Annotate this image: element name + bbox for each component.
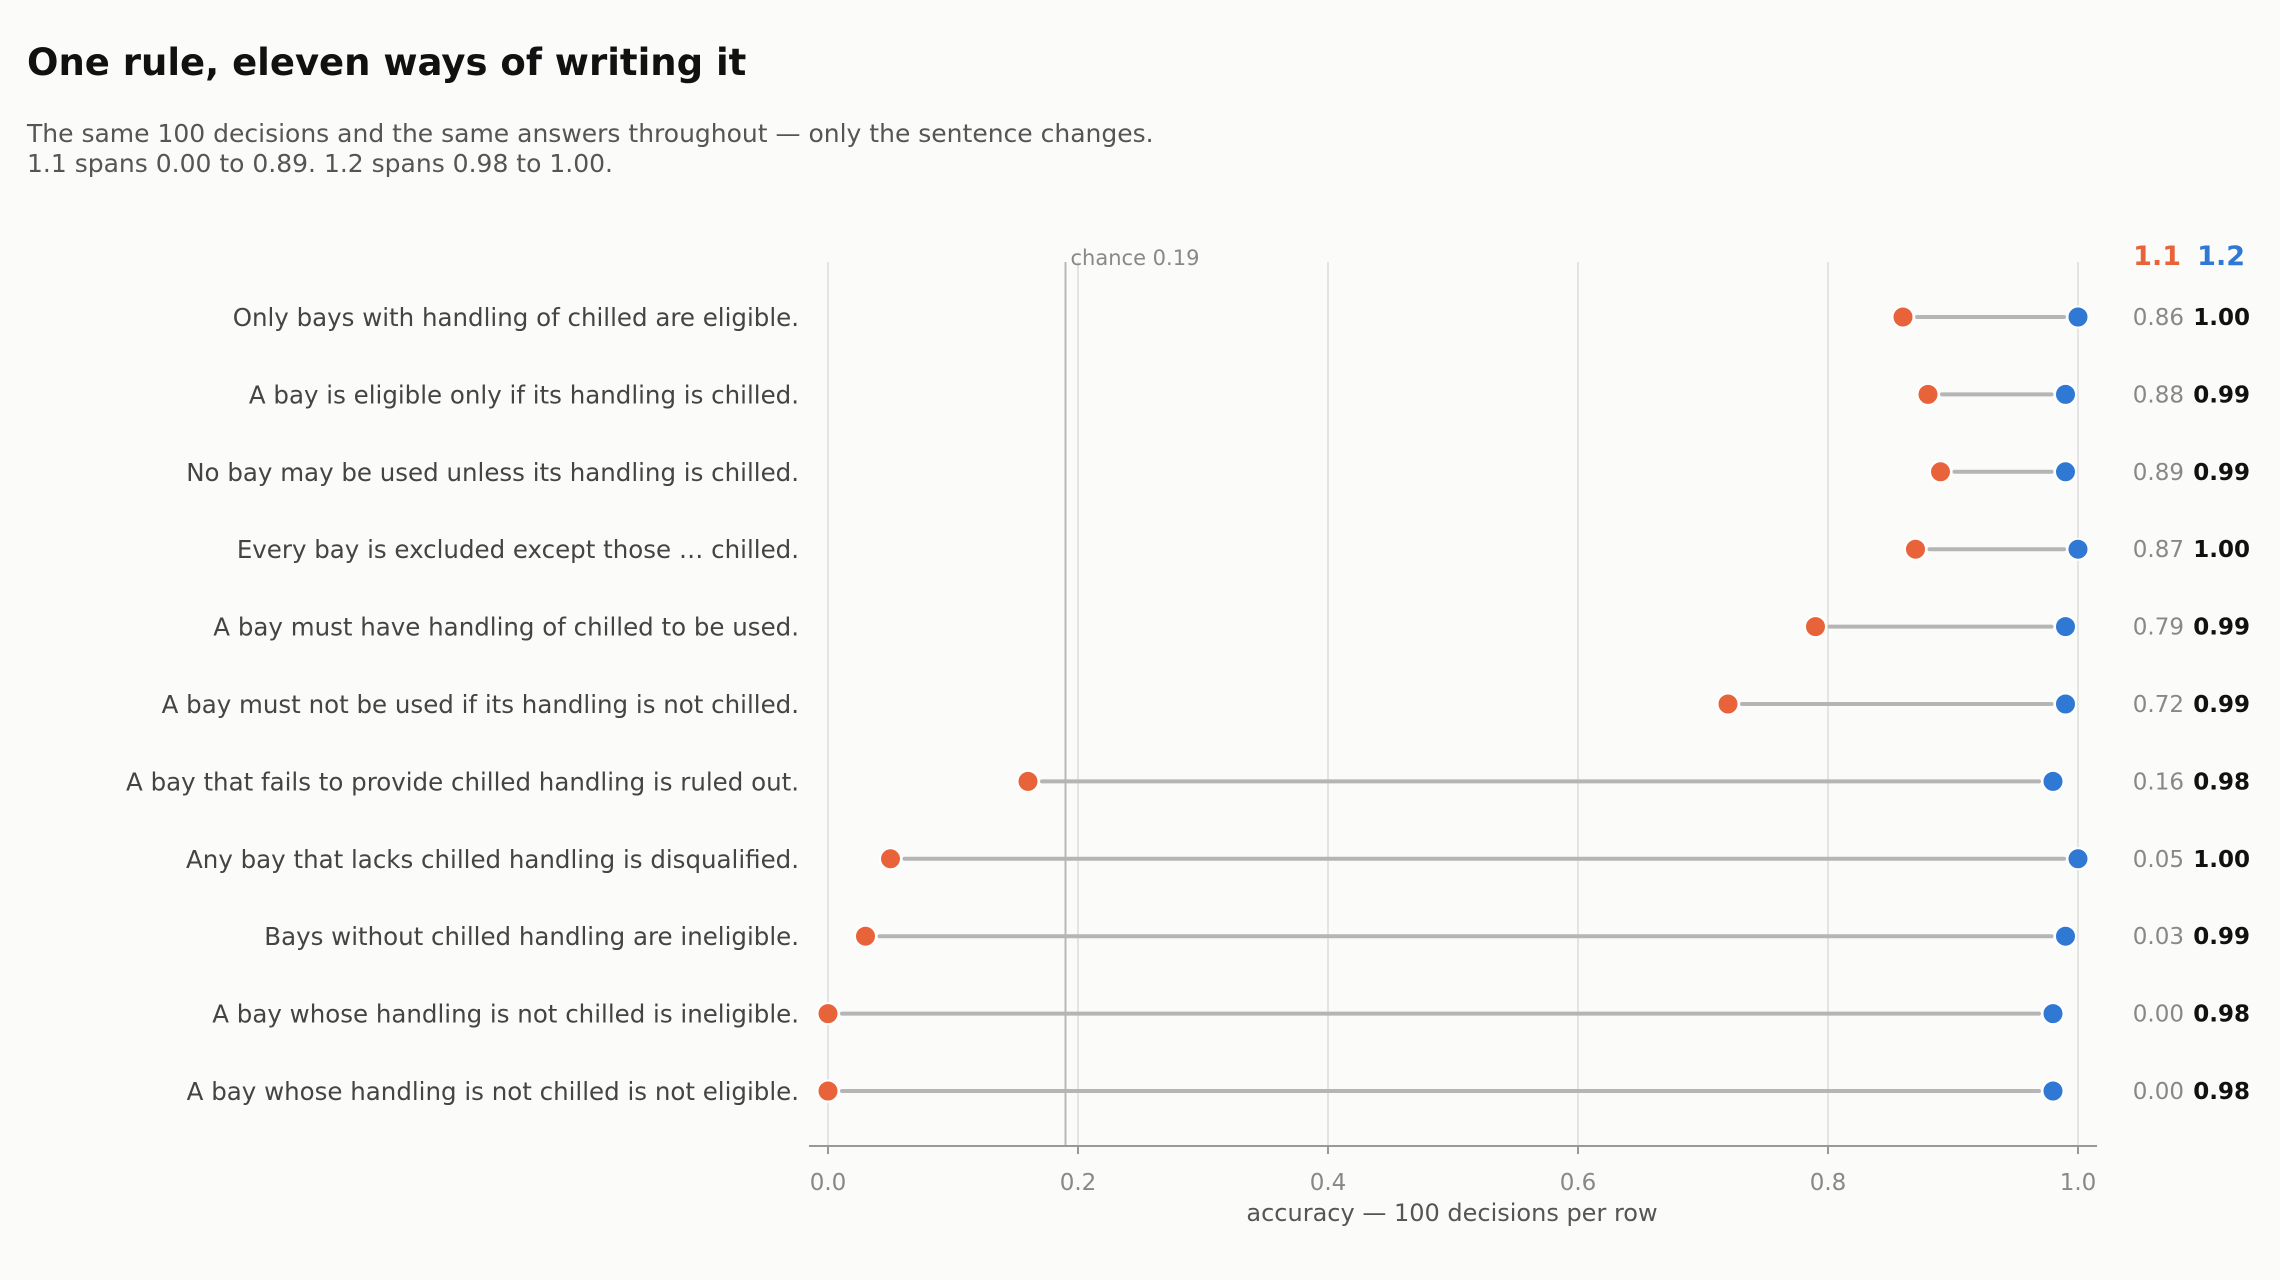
row-5: A bay must have handling of chilled to b…: [213, 613, 2250, 642]
value-label-1-2: 0.99: [2193, 382, 2250, 408]
chance-label: chance 0.19: [1071, 246, 1200, 270]
dot-1-1: [816, 1002, 840, 1026]
value-label-1-1: 0.88: [2133, 382, 2184, 408]
legend-series-1-2: 1.2: [2197, 241, 2245, 272]
dot-1-2: [2041, 1002, 2065, 1026]
dot-1-2: [2054, 460, 2077, 484]
dot-1-1: [1716, 692, 1740, 716]
value-label-1-2: 1.00: [2193, 537, 2250, 563]
row-label: A bay must not be used if its handling i…: [162, 690, 799, 719]
value-label-1-2: 0.98: [2193, 1002, 2250, 1028]
reference-layer: chance 0.19: [1064, 246, 1200, 1146]
row-2: A bay is eligible only if its handling i…: [249, 380, 2250, 409]
dot-1-1: [816, 1079, 840, 1103]
value-label-1-1: 0.00: [2133, 1002, 2184, 1028]
row-9: Bays without chilled handling are inelig…: [264, 922, 2250, 951]
row-label: Bays without chilled handling are inelig…: [264, 922, 799, 951]
dot-1-2: [2066, 537, 2090, 561]
x-tick-label: 0.2: [1060, 1170, 1097, 1196]
dot-1-2: [2054, 692, 2077, 716]
dot-1-1: [1891, 305, 1915, 329]
chart-subtitle-line-1: The same 100 decisions and the same answ…: [26, 119, 1154, 148]
dot-1-1: [1804, 615, 1827, 639]
dot-1-1: [1904, 537, 1927, 561]
dot-1-1: [1929, 460, 1952, 484]
row-8: Any bay that lacks chilled handling is d…: [186, 845, 2250, 874]
row-label: No bay may be used unless its handling i…: [186, 458, 799, 487]
x-axis-label: accuracy — 100 decisions per row: [1246, 1199, 1657, 1227]
row-4: Every bay is excluded except those … chi…: [237, 535, 2250, 564]
x-axis: 0.0 0.2 0.4 0.6 0.8 1.0: [809, 1145, 2097, 1196]
row-10: A bay whose handling is not chilled is i…: [212, 1000, 2250, 1029]
chart-subtitle-line-2: 1.1 spans 0.00 to 0.89. 1.2 spans 0.98 t…: [27, 149, 613, 178]
value-label-1-2: 0.99: [2193, 692, 2250, 718]
value-label-1-2: 0.99: [2193, 615, 2250, 641]
chart-title: One rule, eleven ways of writing it: [27, 41, 746, 84]
x-tick-label: 0.0: [810, 1170, 847, 1196]
dot-1-2: [2054, 924, 2077, 948]
x-tick-label: 1.0: [2060, 1170, 2097, 1196]
dot-1-2: [2066, 847, 2090, 871]
x-tick-label: 0.4: [1310, 1170, 1347, 1196]
row-11: A bay whose handling is not chilled is n…: [187, 1077, 2250, 1106]
row-label: A bay that fails to provide chilled hand…: [126, 767, 799, 796]
value-label-1-1: 0.72: [2133, 692, 2184, 718]
row-6: A bay must not be used if its handling i…: [162, 690, 2250, 719]
row-label: A bay must have handling of chilled to b…: [213, 613, 799, 642]
dot-1-1: [854, 924, 877, 948]
row-3: No bay may be used unless its handling i…: [186, 458, 2250, 487]
value-label-1-1: 0.87: [2133, 537, 2184, 563]
row-label: Any bay that lacks chilled handling is d…: [186, 845, 799, 874]
value-label-1-1: 0.16: [2133, 769, 2184, 795]
row-label: A bay whose handling is not chilled is i…: [212, 1000, 799, 1029]
value-label-1-2: 0.98: [2193, 1079, 2250, 1105]
row-1: Only bays with handling of chilled are e…: [233, 303, 2250, 332]
dot-1-2: [2054, 382, 2077, 406]
x-tick-label: 0.6: [1560, 1170, 1597, 1196]
value-label-1-1: 0.05: [2133, 847, 2184, 873]
value-label-1-2: 0.98: [2193, 769, 2250, 795]
value-label-1-1: 0.89: [2133, 460, 2184, 486]
value-label-1-2: 0.99: [2193, 924, 2250, 950]
value-label-1-1: 0.79: [2133, 615, 2184, 641]
row-label: Every bay is excluded except those … chi…: [237, 535, 799, 564]
dot-1-1: [1016, 769, 1040, 793]
rows-layer: Only bays with handling of chilled are e…: [126, 303, 2250, 1106]
value-label-1-1: 0.86: [2133, 305, 2184, 331]
dot-1-2: [2041, 769, 2065, 793]
x-tick-label: 0.8: [1810, 1170, 1847, 1196]
row-label: Only bays with handling of chilled are e…: [233, 303, 799, 332]
row-label: A bay whose handling is not chilled is n…: [187, 1077, 799, 1106]
dot-1-1: [879, 847, 902, 871]
dot-1-2: [2041, 1079, 2065, 1103]
dot-1-2: [2066, 305, 2090, 329]
legend-series-1-1: 1.1: [2133, 241, 2181, 272]
value-label-1-2: 1.00: [2193, 847, 2250, 873]
value-label-1-2: 1.00: [2193, 305, 2250, 331]
value-label-1-1: 0.03: [2133, 924, 2184, 950]
dot-1-1: [1916, 382, 1940, 406]
row-label: A bay is eligible only if its handling i…: [249, 380, 799, 409]
row-7: A bay that fails to provide chilled hand…: [126, 767, 2250, 796]
value-label-1-2: 0.99: [2193, 460, 2250, 486]
dot-1-2: [2054, 615, 2077, 639]
value-label-1-1: 0.00: [2133, 1079, 2184, 1105]
